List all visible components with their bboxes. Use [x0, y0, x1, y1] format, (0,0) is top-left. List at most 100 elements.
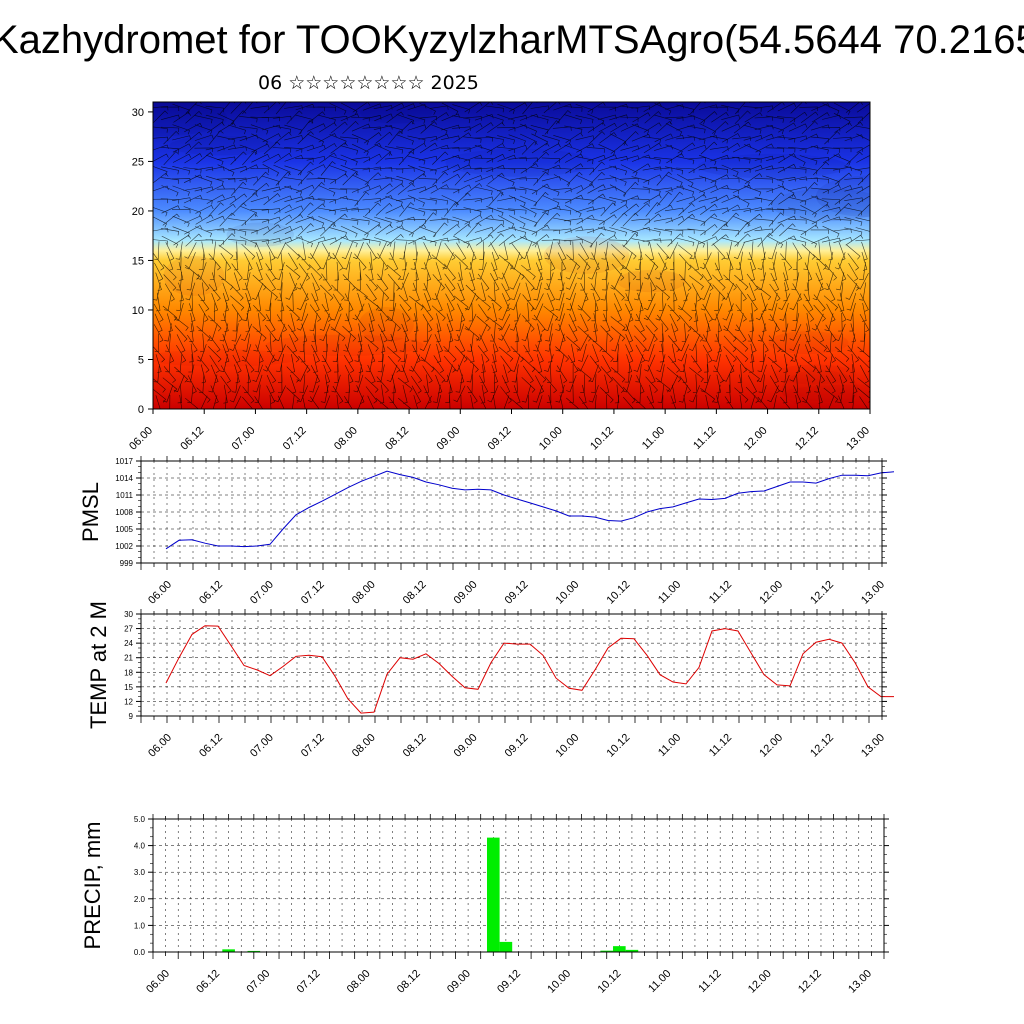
- wind-barb: [601, 241, 609, 260]
- wind-barb: [313, 333, 318, 353]
- wind-barb: [765, 166, 785, 172]
- wind-barb: [244, 374, 249, 393]
- wind-barb: [410, 251, 418, 270]
- wind-barb: [777, 163, 797, 173]
- wind-barb: [695, 394, 698, 409]
- wind-barb: [803, 251, 810, 270]
- heatmap-xtick-label: 08.00: [332, 425, 360, 453]
- wind-barb: [836, 365, 848, 384]
- wind-barb: [273, 226, 292, 234]
- wind-barb: [645, 376, 658, 394]
- wind-barb: [308, 111, 326, 124]
- wind-barb: [497, 197, 516, 202]
- wind-barb: [475, 214, 494, 225]
- wind-barb: [430, 124, 448, 135]
- wind-barb: [422, 314, 433, 333]
- wind-barb: [824, 263, 838, 281]
- wind-barb: [183, 187, 203, 192]
- wind-barb: [443, 364, 453, 383]
- wind-barb: [222, 333, 230, 353]
- wind-barb: [859, 396, 869, 409]
- wind-barb: [788, 219, 807, 225]
- wind-barb: [508, 195, 526, 207]
- wind-barb: [792, 242, 803, 261]
- wind-barb: [723, 325, 737, 342]
- wind-barb: [557, 242, 567, 261]
- wind-barb: [498, 262, 510, 280]
- wind-barb: [702, 344, 713, 363]
- wind-barb: [693, 302, 699, 322]
- wind-barb: [220, 302, 228, 322]
- wind-barb: [420, 121, 438, 134]
- wind-barb: [665, 174, 683, 187]
- wind-barb: [598, 154, 617, 162]
- wind-barb: [790, 343, 800, 362]
- wind-barb: [544, 354, 554, 372]
- wind-barb: [306, 226, 326, 233]
- wind-barb: [772, 261, 777, 281]
- wind-barb: [521, 141, 538, 155]
- wind-barb: [803, 293, 814, 312]
- wind-barb: [154, 333, 160, 352]
- wind-barb: [569, 303, 577, 322]
- wind-barb: [754, 178, 773, 184]
- wind-barb: [188, 292, 193, 311]
- wind-barb: [678, 305, 693, 322]
- wind-barb: [530, 207, 549, 215]
- wind-barb: [789, 153, 806, 167]
- wind-barb: [856, 133, 870, 142]
- wind-barb: [643, 102, 662, 112]
- wind-barb: [548, 395, 553, 409]
- wind-barb: [642, 156, 661, 164]
- wind-barb: [463, 198, 482, 203]
- wind-barb: [419, 102, 436, 115]
- wind-barb: [241, 213, 258, 227]
- wind-barb: [625, 344, 634, 363]
- wind-barb: [362, 166, 382, 172]
- wind-barb: [644, 354, 656, 372]
- wind-barb: [677, 334, 689, 352]
- wind-barb: [666, 242, 679, 259]
- wind-barb: [622, 313, 632, 332]
- wind-barb: [367, 344, 376, 363]
- wind-barb: [510, 346, 524, 363]
- wind-barb: [344, 282, 351, 301]
- wind-barb: [318, 122, 337, 133]
- wind-barb: [176, 334, 186, 353]
- wind-barb: [217, 164, 235, 177]
- wind-barb: [732, 174, 750, 187]
- wind-barb: [834, 172, 852, 185]
- wind-barb: [457, 282, 465, 302]
- wind-barb: [373, 125, 393, 130]
- wind-barb: [552, 187, 572, 193]
- wind-barb: [418, 197, 437, 205]
- wind-barb: [810, 229, 829, 234]
- wind-barb: [183, 206, 202, 217]
- wind-barb: [816, 385, 823, 404]
- wind-barb: [577, 262, 588, 280]
- wind-barb: [812, 336, 827, 352]
- wind-barb: [431, 305, 446, 322]
- wind-barb: [622, 396, 634, 409]
- wind-barb: [453, 223, 471, 236]
- wind-barb: [205, 166, 225, 171]
- wind-barb: [289, 292, 294, 311]
- wind-barb: [716, 395, 721, 409]
- wind-barb: [402, 282, 409, 302]
- xtick-label: 10.12: [595, 968, 623, 996]
- wind-barb: [344, 384, 350, 403]
- wind-barb: [364, 132, 382, 144]
- wind-barb: [240, 323, 252, 341]
- wind-barb: [289, 334, 297, 353]
- wind-barb: [241, 243, 256, 260]
- wind-barb: [399, 333, 407, 352]
- wind-barb: [441, 113, 461, 122]
- wind-barb: [535, 375, 545, 394]
- wind-barb: [389, 384, 395, 403]
- wind-barb: [597, 106, 616, 112]
- ytick-label: 1017: [115, 457, 133, 466]
- wind-barb: [354, 191, 370, 207]
- wind-barb: [308, 264, 323, 281]
- ytick-label: 24: [124, 639, 133, 648]
